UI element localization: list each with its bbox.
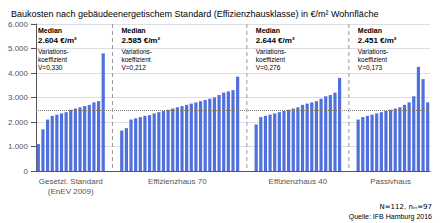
svg-text:Median: Median: [358, 27, 382, 34]
svg-text:2.451 €/m²: 2.451 €/m²: [358, 36, 397, 45]
svg-text:Gesetzl. Standard: Gesetzl. Standard: [39, 177, 103, 186]
svg-text:Median: Median: [121, 27, 145, 34]
svg-text:V=0,276: V=0,276: [256, 64, 281, 71]
svg-text:Variations-: Variations-: [256, 48, 287, 55]
svg-text:Variations-: Variations-: [121, 48, 152, 55]
svg-text:2.585 €/m²: 2.585 €/m²: [121, 36, 160, 45]
svg-text:1.000: 1.000: [8, 142, 29, 151]
svg-text:3.000: 3.000: [8, 93, 29, 102]
svg-text:Variations-: Variations-: [38, 48, 69, 55]
svg-text:Passivhaus: Passivhaus: [370, 177, 411, 186]
svg-text:(EnEV 2009): (EnEV 2009): [48, 187, 94, 196]
svg-text:koeffizient: koeffizient: [121, 56, 150, 63]
svg-text:2.604 €/m²: 2.604 €/m²: [38, 36, 77, 45]
svg-text:Median: Median: [38, 27, 62, 34]
svg-text:4.000: 4.000: [8, 69, 29, 78]
svg-text:5.000: 5.000: [8, 44, 29, 53]
svg-text:Effizienzhaus 40: Effizienzhaus 40: [269, 177, 328, 186]
svg-text:Quelle: IFB Hamburg 2016: Quelle: IFB Hamburg 2016: [349, 213, 432, 221]
svg-text:koeffizient: koeffizient: [38, 56, 67, 63]
svg-text:V=0,212: V=0,212: [121, 64, 146, 71]
svg-text:koeffizient: koeffizient: [256, 56, 285, 63]
svg-text:0: 0: [24, 167, 29, 176]
svg-text:koeffizient: koeffizient: [358, 56, 387, 63]
svg-text:N=112, nₘ=97: N=112, nₘ=97: [380, 203, 432, 211]
svg-text:6.000: 6.000: [8, 20, 29, 29]
svg-text:2.644 €/m²: 2.644 €/m²: [256, 36, 295, 45]
svg-text:Median: Median: [256, 27, 280, 34]
svg-text:V=0,173: V=0,173: [358, 64, 383, 71]
svg-text:Variations-: Variations-: [358, 48, 389, 55]
svg-text:Effizienzhaus 70: Effizienzhaus 70: [148, 177, 207, 186]
svg-text:V=0,330: V=0,330: [38, 64, 63, 71]
svg-text:Baukosten nach gebäudeenergeti: Baukosten nach gebäudeenergetischem Stan…: [11, 9, 378, 19]
svg-text:2.000: 2.000: [8, 118, 29, 127]
